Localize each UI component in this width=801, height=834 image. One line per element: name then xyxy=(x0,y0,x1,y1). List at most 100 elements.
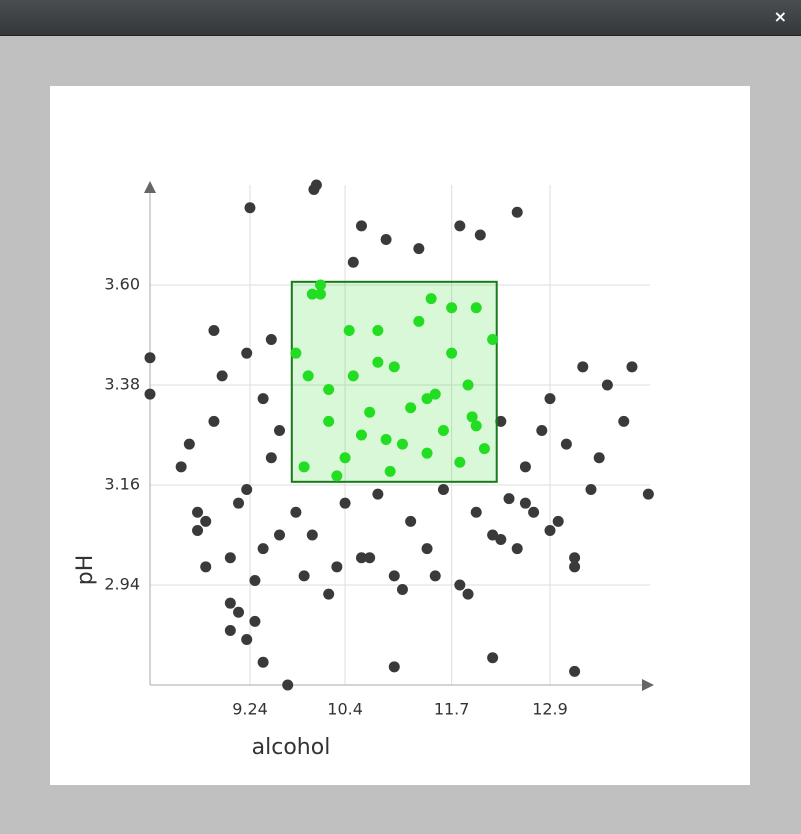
point xyxy=(593,452,605,464)
y-tick-label: 3.60 xyxy=(104,275,140,294)
point xyxy=(192,524,204,536)
y-axis-arrow xyxy=(144,181,156,193)
point xyxy=(519,461,531,473)
selected-point xyxy=(364,406,376,418)
selected-point xyxy=(314,288,326,300)
selected-point xyxy=(323,384,335,396)
x-axis-arrow xyxy=(642,679,654,691)
point xyxy=(437,484,449,496)
point xyxy=(462,588,474,600)
point xyxy=(618,415,630,427)
point xyxy=(355,552,367,564)
y-tick-label: 3.16 xyxy=(104,475,140,494)
point xyxy=(265,452,277,464)
x-axis-label: alcohol xyxy=(252,735,331,760)
point xyxy=(249,615,261,627)
point xyxy=(487,652,499,664)
selected-point xyxy=(487,334,499,346)
point xyxy=(208,324,220,336)
point xyxy=(265,334,277,346)
selected-point xyxy=(478,443,490,455)
point xyxy=(257,393,269,405)
point xyxy=(474,229,486,241)
point xyxy=(429,570,441,582)
point xyxy=(388,570,400,582)
point xyxy=(528,506,540,518)
selected-point xyxy=(384,465,396,477)
point xyxy=(175,461,187,473)
point xyxy=(569,552,581,564)
selected-point xyxy=(298,461,310,473)
selected-point xyxy=(355,429,367,441)
point xyxy=(200,515,212,527)
point xyxy=(216,370,228,382)
selected-point xyxy=(454,456,466,468)
point xyxy=(208,415,220,427)
selected-point xyxy=(331,470,343,482)
selected-point xyxy=(405,402,417,414)
point xyxy=(642,488,654,500)
point xyxy=(224,624,236,636)
point xyxy=(511,206,523,218)
point xyxy=(421,543,433,555)
point xyxy=(487,529,499,541)
point xyxy=(233,606,245,618)
selected-point xyxy=(339,452,351,464)
point xyxy=(257,543,269,555)
point xyxy=(569,665,581,677)
point xyxy=(339,497,351,509)
point xyxy=(577,361,589,373)
close-button[interactable]: × xyxy=(773,7,787,26)
point xyxy=(290,506,302,518)
point xyxy=(405,515,417,527)
point xyxy=(560,438,572,450)
selected-point xyxy=(380,434,392,446)
selected-point xyxy=(425,293,437,305)
selection-brush xyxy=(290,280,498,483)
selected-point xyxy=(446,302,458,314)
selected-point xyxy=(290,347,302,359)
selected-point xyxy=(314,279,326,291)
point xyxy=(413,243,425,255)
selected-point xyxy=(421,393,433,405)
point xyxy=(470,506,482,518)
x-tick-label: 10.4 xyxy=(327,700,363,719)
point xyxy=(536,424,548,436)
point xyxy=(454,220,466,232)
selected-point xyxy=(470,302,482,314)
x-tick-label: 9.24 xyxy=(232,700,268,719)
point xyxy=(244,202,256,214)
point xyxy=(200,561,212,573)
point xyxy=(241,347,253,359)
point xyxy=(274,424,286,436)
point xyxy=(396,584,408,596)
selected-point xyxy=(466,411,478,423)
y-axis-label: pH xyxy=(73,555,98,586)
y-tick-label: 2.94 xyxy=(104,575,140,594)
point xyxy=(552,515,564,527)
selected-point xyxy=(372,356,384,368)
point xyxy=(192,506,204,518)
point xyxy=(601,379,613,391)
point xyxy=(306,529,318,541)
point xyxy=(233,497,245,509)
point xyxy=(310,179,322,191)
x-tick-label: 12.9 xyxy=(532,700,568,719)
selected-point xyxy=(347,370,359,382)
point xyxy=(454,579,466,591)
selected-point xyxy=(470,420,482,432)
dialog-panel xyxy=(50,86,750,785)
selected-point xyxy=(372,324,384,336)
point xyxy=(495,534,507,546)
point xyxy=(355,220,367,232)
selected-point xyxy=(413,315,425,327)
point xyxy=(388,661,400,673)
selected-point xyxy=(421,447,433,459)
point xyxy=(224,597,236,609)
point xyxy=(274,529,286,541)
point xyxy=(544,393,556,405)
point xyxy=(626,361,638,373)
point xyxy=(224,552,236,564)
y-tick-label: 3.38 xyxy=(104,375,140,394)
